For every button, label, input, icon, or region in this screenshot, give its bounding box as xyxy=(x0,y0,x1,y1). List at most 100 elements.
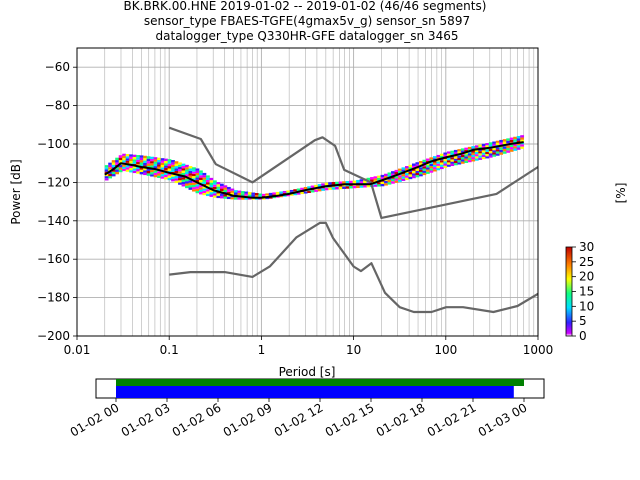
psd-cell xyxy=(122,158,127,161)
psd-cell xyxy=(195,184,200,187)
psd-cell xyxy=(216,193,221,196)
psd-cell xyxy=(185,169,189,172)
psd-cell xyxy=(418,167,423,170)
psd-cell xyxy=(178,166,182,170)
psd-cell xyxy=(136,155,140,158)
psd-cell xyxy=(164,174,168,178)
psd-cell xyxy=(174,170,179,174)
psd-cell xyxy=(415,162,420,165)
psd-cell xyxy=(513,143,518,147)
psd-cell xyxy=(160,176,165,179)
psd-cell xyxy=(167,163,172,167)
mode-curve xyxy=(104,141,524,199)
psd-cell xyxy=(394,180,399,183)
psd-cell xyxy=(143,170,147,173)
psd-cell xyxy=(237,190,242,193)
psd-cell xyxy=(391,181,395,184)
psd-cell xyxy=(509,144,514,148)
psd-cell xyxy=(401,174,406,177)
psd-cell xyxy=(363,180,367,184)
psd-cell xyxy=(111,162,116,165)
psd-cell xyxy=(495,153,500,156)
psd-cell xyxy=(415,164,420,167)
psd-cell xyxy=(279,191,284,194)
psd-cell xyxy=(129,167,133,171)
psd-cell xyxy=(195,168,200,171)
psd-cell xyxy=(436,154,441,158)
psd-cell xyxy=(209,177,214,181)
psd-cell xyxy=(143,172,147,176)
psd-cell xyxy=(108,162,113,165)
psd-cell xyxy=(233,192,238,195)
psd-cell xyxy=(254,193,259,196)
psd-cell xyxy=(104,165,109,168)
psd-cell xyxy=(209,180,214,183)
psd-cell xyxy=(317,184,322,187)
psd-cell xyxy=(345,186,350,189)
psd-cell xyxy=(146,163,151,167)
psd-cell xyxy=(415,168,420,171)
psd-cell xyxy=(129,154,133,157)
psd-cell xyxy=(146,170,151,174)
psd-cell xyxy=(429,168,434,171)
psd-cell xyxy=(188,180,193,183)
psd-cell xyxy=(212,195,217,198)
psd-cell xyxy=(432,162,437,165)
psd-cell xyxy=(398,177,402,180)
psd-cell xyxy=(506,150,511,153)
psd-cell xyxy=(195,186,200,189)
psd-cell xyxy=(122,166,127,169)
psd-cell xyxy=(223,196,228,199)
psd-cell xyxy=(104,173,109,177)
psd-cell xyxy=(492,141,497,144)
psd-cell xyxy=(216,195,221,199)
psd-cell xyxy=(492,150,497,153)
plot-frame xyxy=(76,47,539,337)
psd-cell xyxy=(132,170,137,174)
psd-cell xyxy=(199,177,203,181)
psd-cell xyxy=(115,160,120,163)
psd-cell xyxy=(509,149,514,152)
psd-cell xyxy=(359,179,364,182)
psd-cell xyxy=(111,169,116,172)
psd-cell xyxy=(349,180,353,184)
psd-cell xyxy=(185,164,189,168)
psd-cell xyxy=(474,149,479,152)
psd-cell xyxy=(471,152,476,155)
psd-cell xyxy=(216,186,221,189)
psd-cell xyxy=(422,161,427,165)
y-tick-label: −100 xyxy=(37,137,70,151)
psd-cell xyxy=(464,154,469,157)
nlnm-curve xyxy=(169,221,538,314)
psd-cell xyxy=(136,169,140,172)
psd-cell xyxy=(310,190,315,193)
psd-cell xyxy=(226,191,231,195)
psd-cell xyxy=(223,189,228,193)
psd-cell xyxy=(300,187,305,190)
psd-cell xyxy=(167,159,172,162)
psd-cell xyxy=(209,194,214,197)
psd-cell xyxy=(502,139,507,142)
y-tick-label: −140 xyxy=(37,214,70,228)
psd-cell xyxy=(467,146,472,150)
psd-cell xyxy=(457,160,462,163)
psd-cell xyxy=(467,153,472,156)
psd-cell xyxy=(216,188,221,192)
psd-cell xyxy=(425,165,430,168)
psd-cell xyxy=(157,175,161,178)
psd-cell xyxy=(206,175,210,178)
psd-cell xyxy=(115,157,120,161)
psd-cell xyxy=(352,185,357,189)
psd-cell xyxy=(185,178,189,182)
psd-cell xyxy=(192,178,196,181)
psd-cell xyxy=(164,167,168,171)
psd-cell xyxy=(188,166,193,169)
psd-cell xyxy=(286,194,291,197)
psd-cell xyxy=(153,161,158,164)
psd-cell xyxy=(384,183,388,186)
psd-cell xyxy=(136,171,140,174)
psd-cell xyxy=(150,169,154,173)
psd-cell xyxy=(199,187,203,190)
psd-cell xyxy=(425,171,430,174)
